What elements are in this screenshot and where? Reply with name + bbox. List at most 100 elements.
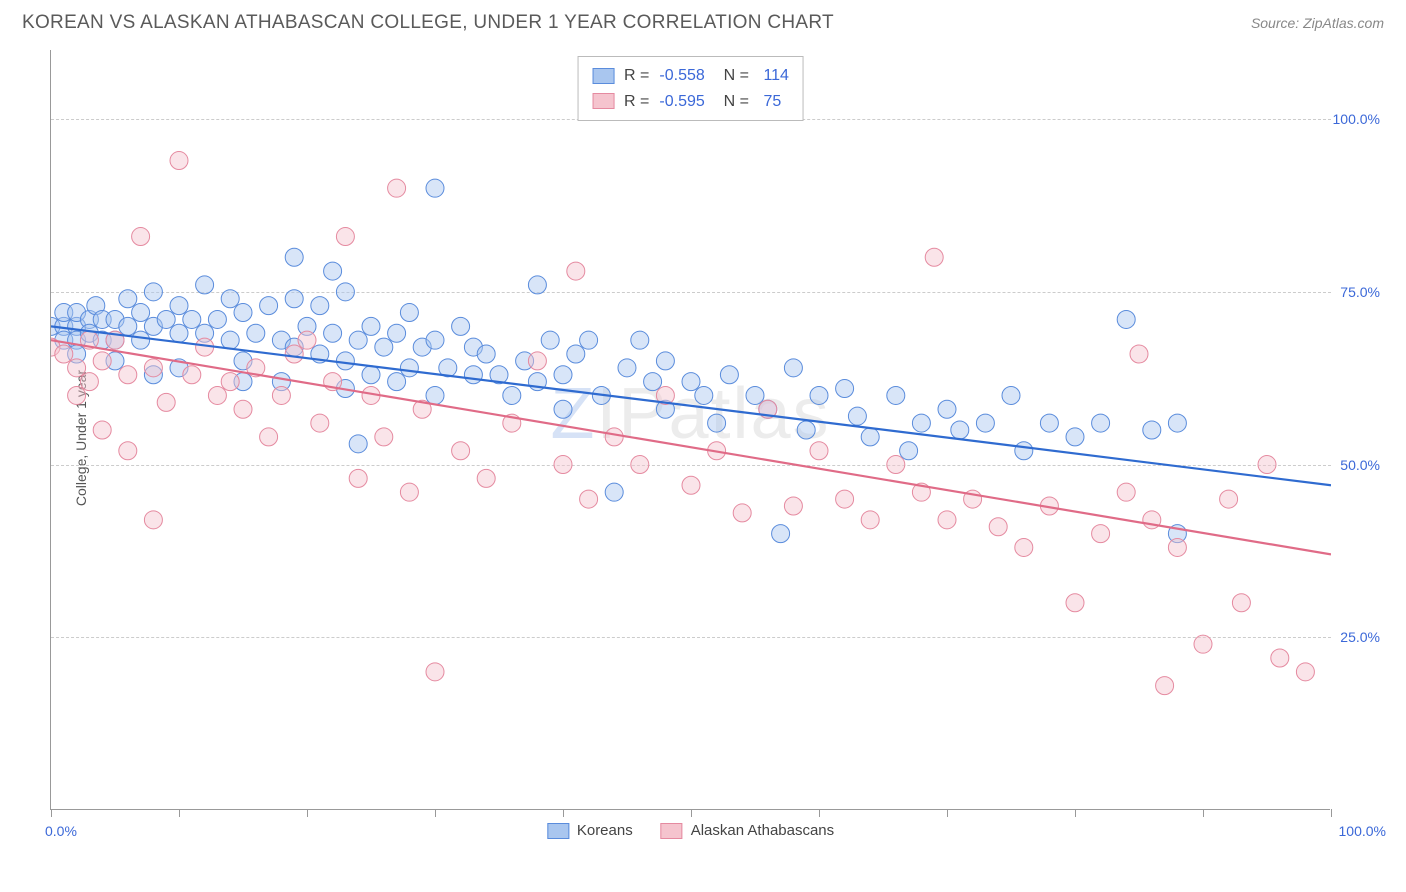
- data-point: [1296, 663, 1314, 681]
- data-point: [221, 373, 239, 391]
- data-point: [1143, 421, 1161, 439]
- data-point: [1092, 414, 1110, 432]
- scatter-plot: [51, 50, 1331, 810]
- data-point: [144, 511, 162, 529]
- data-point: [644, 373, 662, 391]
- data-point: [324, 324, 342, 342]
- data-point: [55, 345, 73, 363]
- data-point: [887, 386, 905, 404]
- data-point: [1168, 538, 1186, 556]
- data-point: [1117, 483, 1135, 501]
- data-point: [580, 490, 598, 508]
- data-point: [1002, 386, 1020, 404]
- x-tick: [691, 809, 692, 817]
- data-point: [605, 428, 623, 446]
- stat-r-value: -0.595: [659, 89, 704, 115]
- data-point: [362, 366, 380, 384]
- data-point: [80, 373, 98, 391]
- data-point: [887, 456, 905, 474]
- data-point: [848, 407, 866, 425]
- data-point: [1066, 428, 1084, 446]
- data-point: [810, 386, 828, 404]
- data-point: [900, 442, 918, 460]
- data-point: [388, 179, 406, 197]
- data-point: [938, 511, 956, 529]
- data-point: [951, 421, 969, 439]
- data-point: [989, 518, 1007, 536]
- data-point: [631, 456, 649, 474]
- data-point: [528, 276, 546, 294]
- data-point: [311, 414, 329, 432]
- data-point: [400, 359, 418, 377]
- x-tick: [179, 809, 180, 817]
- data-point: [144, 283, 162, 301]
- data-point: [452, 317, 470, 335]
- data-point: [1258, 456, 1276, 474]
- data-point: [567, 262, 585, 280]
- data-point: [119, 317, 137, 335]
- data-point: [1092, 525, 1110, 543]
- data-point: [157, 393, 175, 411]
- data-point: [912, 414, 930, 432]
- data-point: [861, 511, 879, 529]
- data-point: [234, 304, 252, 322]
- data-point: [695, 386, 713, 404]
- y-tick-label: 100.0%: [1333, 111, 1380, 127]
- data-point: [810, 442, 828, 460]
- data-point: [336, 228, 354, 246]
- data-point: [836, 380, 854, 398]
- data-point: [925, 248, 943, 266]
- data-point: [733, 504, 751, 522]
- data-point: [426, 386, 444, 404]
- x-tick: [563, 809, 564, 817]
- data-point: [976, 414, 994, 432]
- data-point: [861, 428, 879, 446]
- data-point: [132, 228, 150, 246]
- data-point: [119, 366, 137, 384]
- data-point: [375, 338, 393, 356]
- data-point: [272, 386, 290, 404]
- y-tick-label: 50.0%: [1340, 457, 1380, 473]
- x-tick: [947, 809, 948, 817]
- data-point: [298, 331, 316, 349]
- data-point: [400, 304, 418, 322]
- data-point: [68, 386, 86, 404]
- data-point: [234, 400, 252, 418]
- data-point: [349, 331, 367, 349]
- data-point: [605, 483, 623, 501]
- data-point: [784, 359, 802, 377]
- x-tick: [307, 809, 308, 817]
- data-point: [349, 469, 367, 487]
- data-point: [388, 373, 406, 391]
- data-point: [682, 373, 700, 391]
- data-point: [1194, 635, 1212, 653]
- data-point: [1040, 414, 1058, 432]
- data-point: [656, 352, 674, 370]
- data-point: [708, 414, 726, 432]
- data-point: [170, 297, 188, 315]
- data-point: [208, 386, 226, 404]
- data-point: [1220, 490, 1238, 508]
- data-point: [426, 331, 444, 349]
- stat-legend-row: R = -0.558 N = 114: [592, 63, 789, 89]
- data-point: [132, 331, 150, 349]
- data-point: [503, 386, 521, 404]
- data-point: [938, 400, 956, 418]
- data-point: [784, 497, 802, 515]
- data-point: [144, 359, 162, 377]
- data-point: [1156, 677, 1174, 695]
- data-point: [119, 290, 137, 308]
- data-point: [1066, 594, 1084, 612]
- data-point: [746, 386, 764, 404]
- data-point: [196, 276, 214, 294]
- x-axis-start-label: 0.0%: [45, 823, 77, 839]
- legend-swatch: [661, 823, 683, 839]
- data-point: [400, 483, 418, 501]
- data-point: [426, 663, 444, 681]
- legend-item: Alaskan Athabascans: [661, 822, 834, 839]
- data-point: [477, 345, 495, 363]
- x-tick: [51, 809, 52, 817]
- legend-swatch: [592, 68, 614, 84]
- stat-legend-row: R = -0.595 N = 75: [592, 89, 789, 115]
- data-point: [336, 283, 354, 301]
